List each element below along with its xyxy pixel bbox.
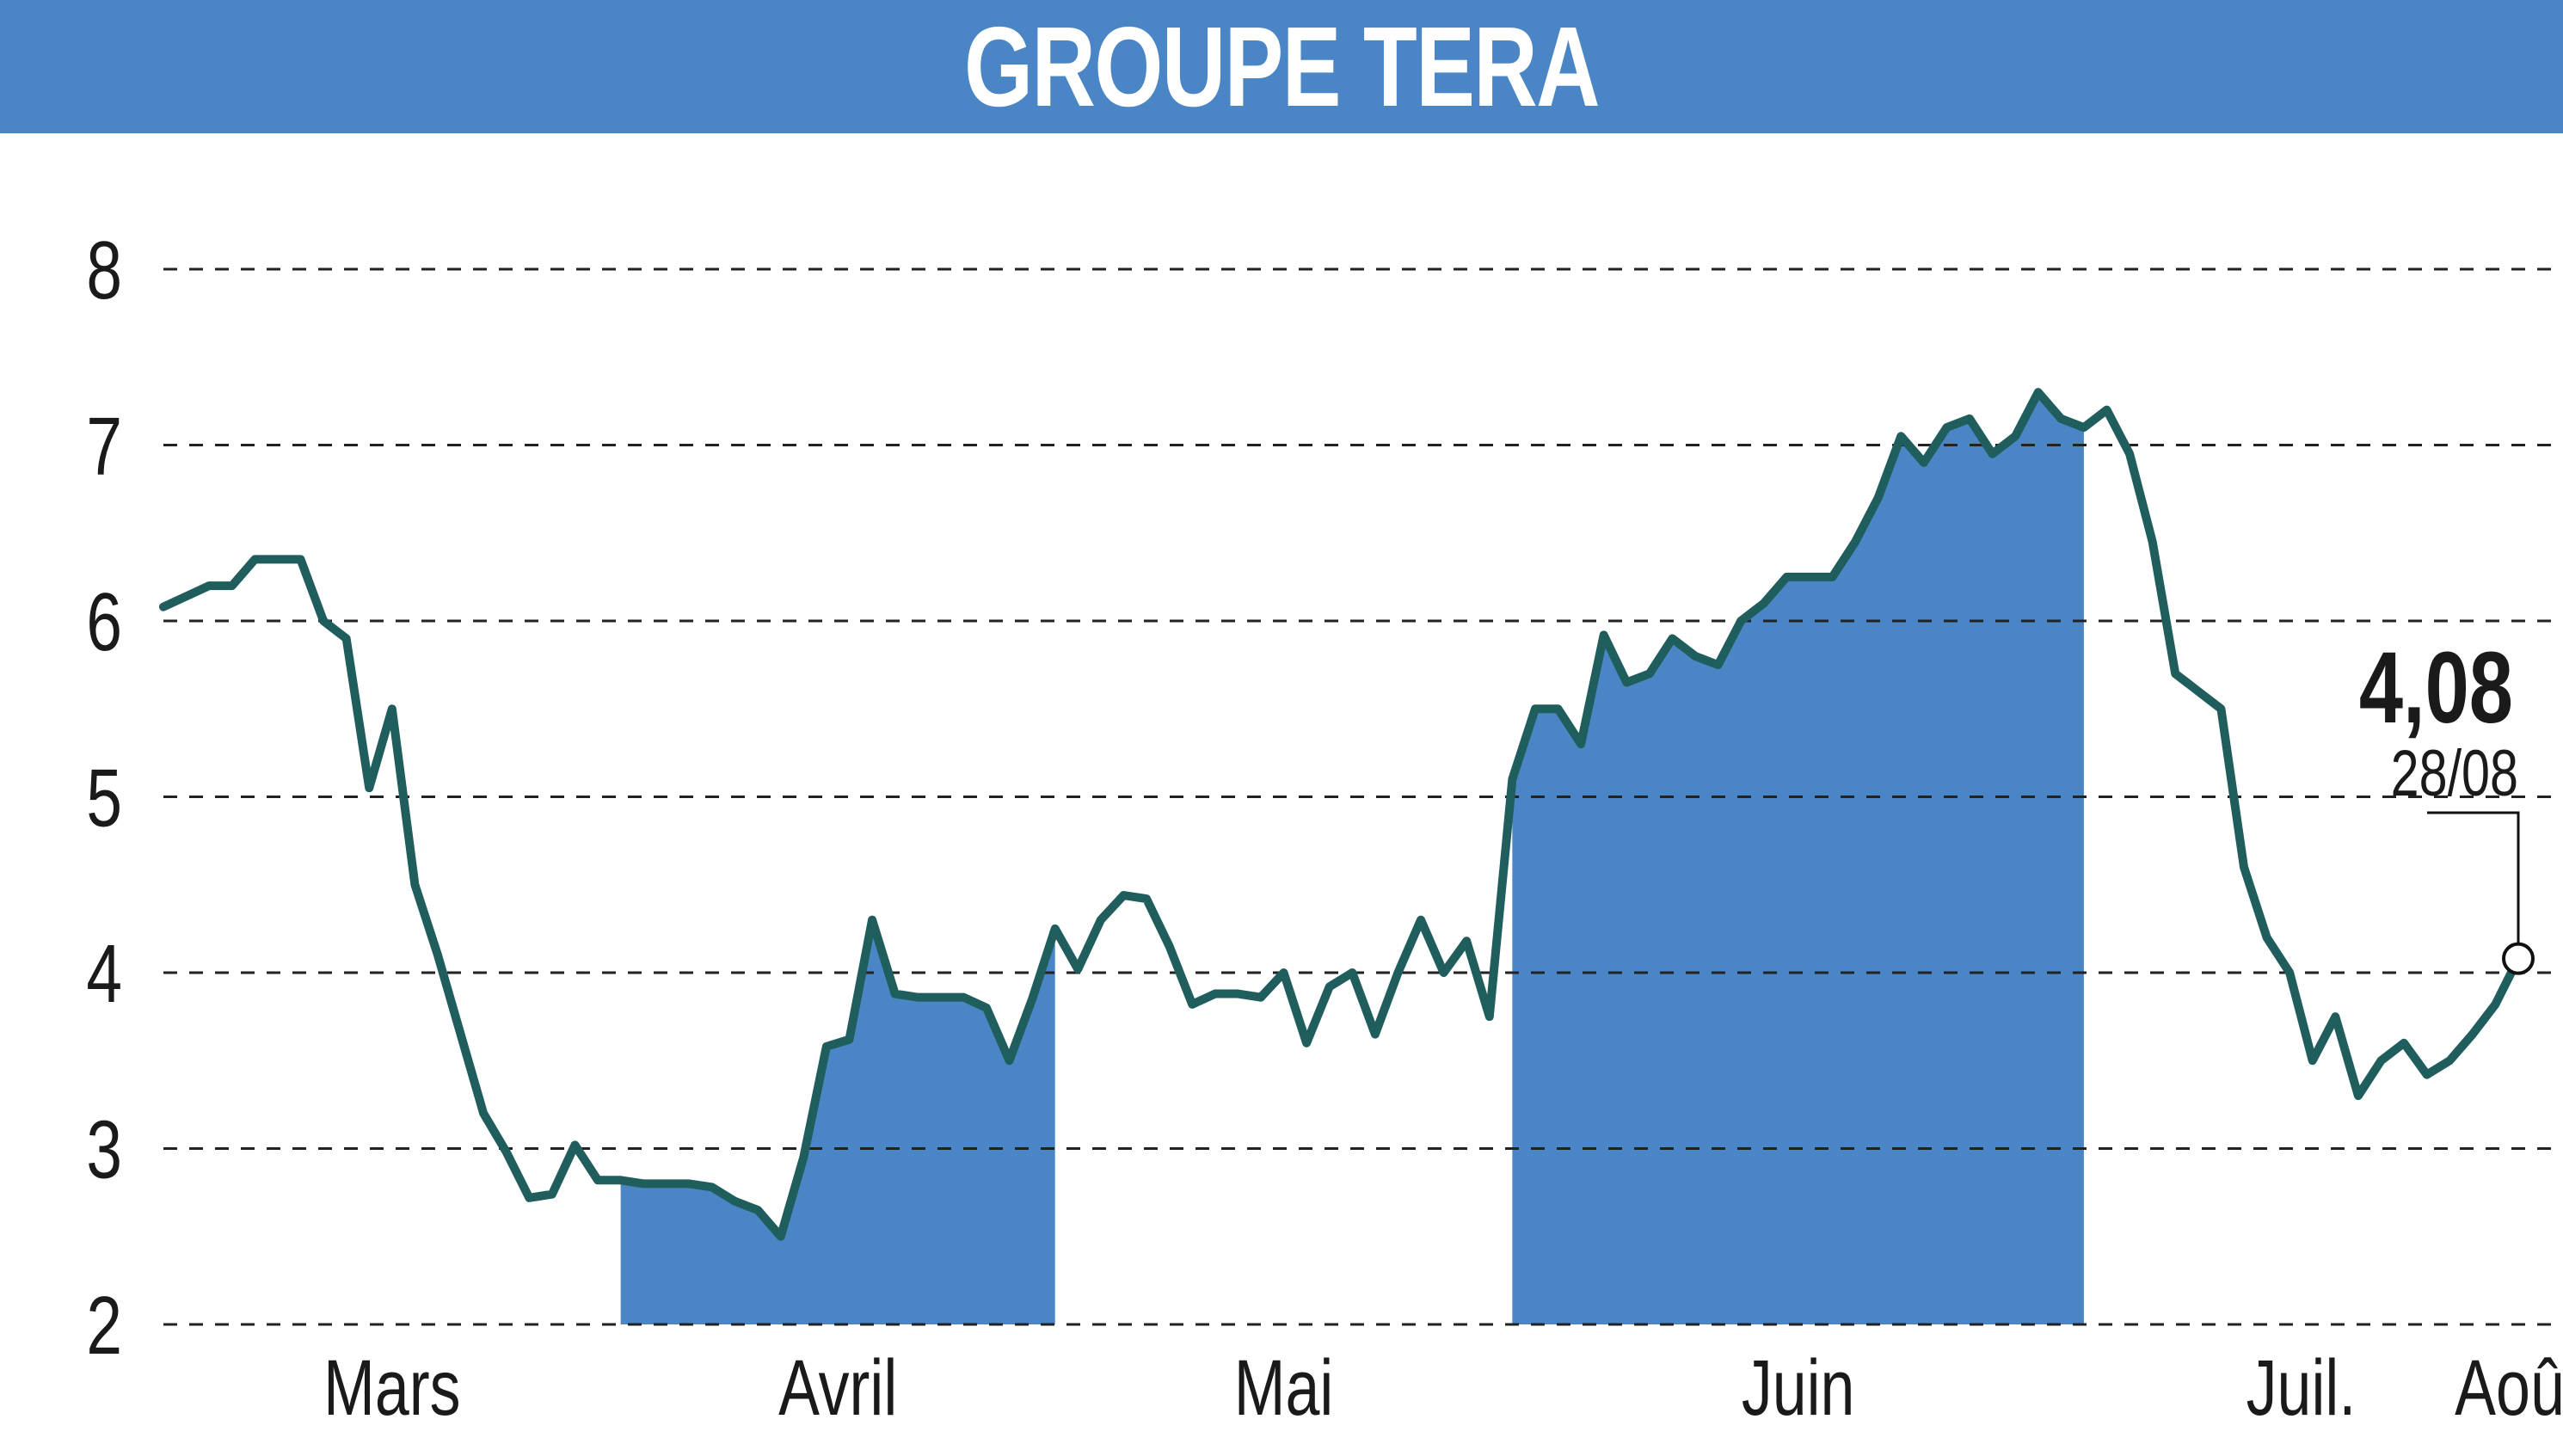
price-line	[159, 388, 2523, 1241]
chart-title: GROUPE TERA	[964, 3, 1601, 130]
x-tick-label-juil: Juil.	[2246, 1343, 2357, 1432]
shaded-area-avril	[620, 919, 1055, 1324]
last-value-leader	[2427, 811, 2520, 943]
y-tick-label-2: 2	[86, 1280, 122, 1372]
x-tick-label-avril: Avril	[778, 1343, 897, 1432]
x-tick-label-mars: Mars	[323, 1343, 460, 1432]
y-tick-label-5: 5	[86, 753, 122, 845]
x-tick-label-mai: Mai	[1234, 1343, 1334, 1432]
y-tick-label-4: 4	[86, 928, 122, 1020]
x-tick-label-juin: Juin	[1742, 1343, 1855, 1432]
x-tick-label-aot: Août	[2455, 1343, 2563, 1432]
last-date-label: 28/08	[2391, 737, 2518, 810]
shaded-area-juin	[1512, 392, 2084, 1324]
y-tick-label-8: 8	[86, 224, 122, 316]
last-value-marker	[2502, 942, 2535, 975]
chart-header-bar	[0, 0, 2563, 133]
y-tick-label-6: 6	[86, 576, 122, 668]
last-value-label: 4,08	[2359, 631, 2513, 745]
y-tick-label-3: 3	[86, 1104, 122, 1196]
y-tick-label-7: 7	[86, 401, 122, 493]
